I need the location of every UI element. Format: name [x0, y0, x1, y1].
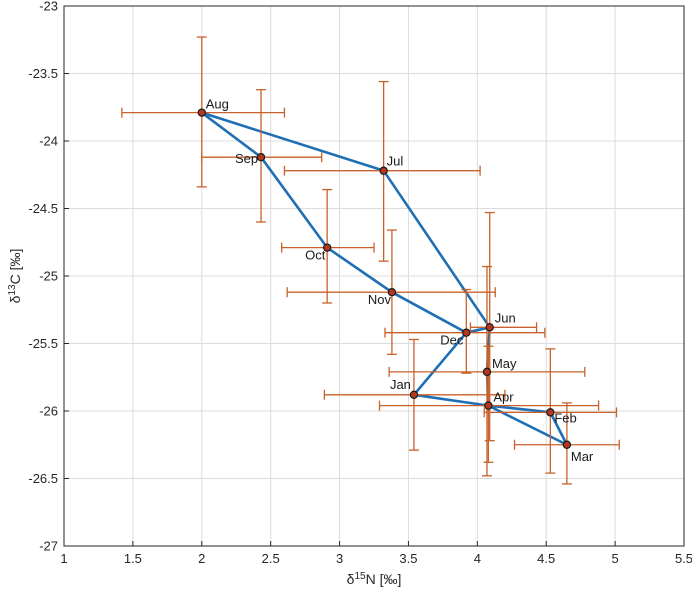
- point-label-jun: Jun: [495, 310, 516, 325]
- x-tick-label: 3.5: [399, 551, 417, 566]
- point-label-oct: Oct: [305, 248, 326, 263]
- y-tick-label: -23: [39, 0, 58, 14]
- x-tick-label: 2.5: [262, 551, 280, 566]
- data-point-jun: [485, 323, 494, 332]
- y-tick-label: -25.5: [28, 336, 58, 351]
- data-point-feb: [546, 408, 555, 417]
- data-point-aug: [197, 108, 206, 117]
- point-label-nov: Nov: [368, 292, 392, 307]
- y-tick-label: -26.5: [28, 471, 58, 486]
- point-label-apr: Apr: [493, 390, 514, 405]
- x-tick-label: 5: [611, 551, 618, 566]
- x-axis-label: δ15N [‰]: [347, 571, 402, 588]
- point-label-feb: Feb: [554, 410, 576, 425]
- y-tick-label: -27: [39, 539, 58, 554]
- point-labels: Aug Sep Oct Nov Dec Jan Feb Mar Apr May Jun Jul: [206, 97, 594, 464]
- x-tick-label: 2: [198, 551, 205, 566]
- y-tick-label: -24.5: [28, 201, 58, 216]
- outer-path-line: [200, 111, 492, 335]
- x-tick-label: 1: [60, 551, 67, 566]
- data-point-nov: [387, 288, 397, 297]
- data-point-oct: [322, 243, 332, 252]
- y-axis-label: δ13C [‰]: [7, 249, 24, 304]
- data-points: [197, 108, 572, 449]
- y-tick-label: -24: [39, 134, 58, 149]
- point-label-dec: Dec: [440, 333, 464, 348]
- point-label-aug: Aug: [206, 97, 229, 112]
- data-point-apr: [484, 401, 493, 410]
- x-tick-label: 4: [474, 551, 481, 566]
- data-point-may: [482, 367, 492, 377]
- data-point-mar: [562, 440, 572, 449]
- data-point-sep: [256, 152, 266, 162]
- point-label-mar: Mar: [571, 449, 594, 464]
- data-point-jul: [379, 166, 388, 175]
- point-label-may: May: [492, 356, 517, 371]
- plot-frame: [63, 5, 685, 547]
- point-label-sep: Sep: [235, 151, 258, 166]
- y-tick-label: -26: [39, 404, 58, 419]
- x-tick-label: 3: [336, 551, 343, 566]
- y-tick-label: -23.5: [28, 66, 58, 81]
- point-label-jan: Jan: [390, 377, 411, 392]
- data-point-jan: [409, 390, 419, 399]
- point-label-jul: Jul: [387, 154, 404, 169]
- x-tick-label: 5.5: [675, 551, 692, 566]
- data-point-dec: [462, 328, 471, 337]
- x-tick-label: 4.5: [537, 551, 555, 566]
- y-tick-label: -25: [39, 269, 58, 284]
- x-tick-label: 1.5: [124, 551, 142, 566]
